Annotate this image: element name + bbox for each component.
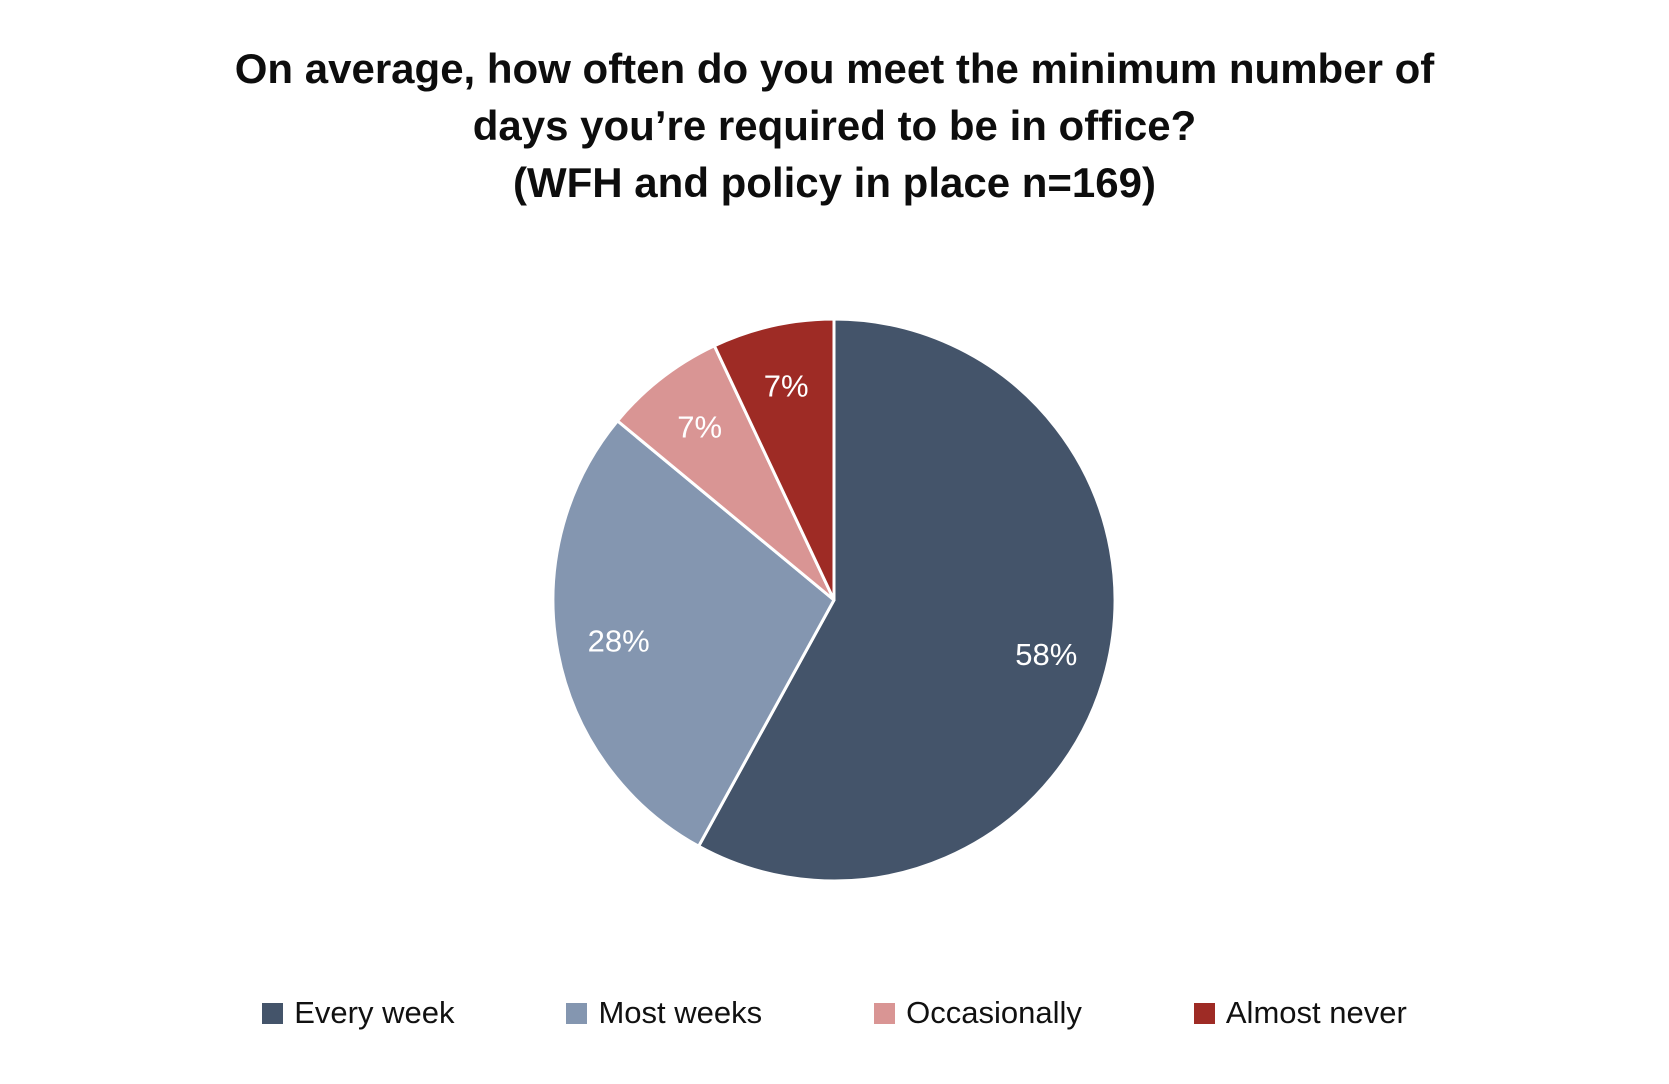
legend-label: Every week bbox=[294, 995, 455, 1030]
legend-item-most-weeks: Most weeks bbox=[566, 995, 762, 1031]
legend-swatch-every-week bbox=[262, 1002, 284, 1024]
legend-swatch-most-weeks bbox=[566, 1002, 588, 1024]
pie-slice-every-week bbox=[697, 317, 1117, 883]
chart-title: On average, how often do you meet the mi… bbox=[0, 40, 1669, 211]
pie-slice-occasionally bbox=[615, 344, 836, 602]
data-label-occasionally: 7% bbox=[677, 409, 722, 444]
legend-item-every-week: Every week bbox=[262, 995, 454, 1031]
data-label-almost-never: 7% bbox=[764, 369, 809, 404]
legend-swatch-occasionally bbox=[874, 1002, 896, 1024]
legend-label: Almost never bbox=[1225, 995, 1407, 1030]
legend-label: Occasionally bbox=[906, 995, 1082, 1030]
pie-chart: 58% 28% 7% 7% bbox=[551, 317, 1117, 883]
legend-item-almost-never: Almost never bbox=[1193, 995, 1407, 1031]
chart-title-line-1: On average, how often do you meet the mi… bbox=[234, 45, 1435, 92]
pie-chart-area: 58% 28% 7% 7% bbox=[514, 280, 1154, 920]
legend: Every week Most weeks Occasionally Almost n… bbox=[0, 995, 1669, 1031]
legend-item-occasionally: Occasionally bbox=[874, 995, 1082, 1031]
legend-label: Most weeks bbox=[598, 995, 763, 1030]
chart-title-line-2: days you’re required to be in office? bbox=[472, 102, 1197, 149]
data-label-every-week: 58% bbox=[1015, 637, 1077, 672]
legend-swatch-almost-never bbox=[1193, 1002, 1215, 1024]
data-label-most-weeks: 28% bbox=[588, 624, 650, 659]
chart-title-line-3: (WFH and policy in place n=169) bbox=[513, 159, 1156, 206]
pie-slice-most-weeks bbox=[551, 419, 836, 848]
pie-slice-almost-never bbox=[712, 317, 836, 602]
